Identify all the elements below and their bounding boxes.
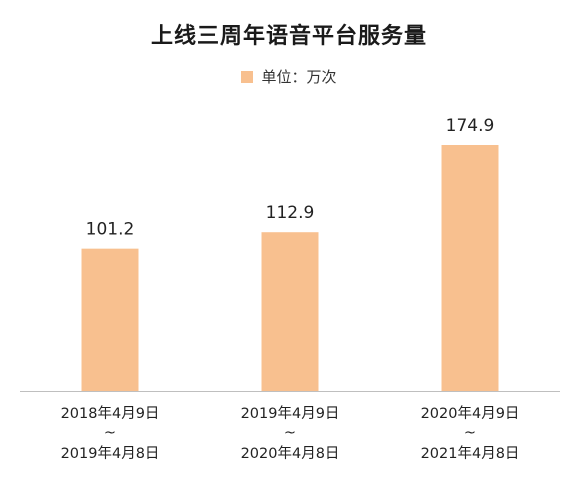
bar-2 — [261, 232, 319, 391]
data-label-2: 112.9 — [266, 203, 315, 223]
legend: 单位：万次 — [0, 66, 578, 87]
chart-title: 上线三周年语音平台服务量 — [150, 24, 427, 49]
x-tick-label-1-line-3: 2019年4月8日 — [61, 445, 160, 462]
x-tick-label-2-line-3: 2020年4月8日 — [241, 445, 340, 462]
bar-3 — [441, 145, 499, 391]
bar-1 — [81, 248, 139, 391]
legend-label: 单位：万次 — [261, 68, 337, 86]
x-tick-label-2-line-1: 2019年4月9日 — [241, 405, 340, 422]
x-tick-label-3-line-2: ~ — [464, 425, 476, 441]
x-tick-label-1-line-1: 2018年4月9日 — [61, 405, 160, 422]
x-tick-label-3-line-3: 2021年4月8日 — [421, 445, 520, 462]
x-tick-label-1-line-2: ~ — [104, 425, 116, 441]
legend-swatch — [241, 70, 254, 83]
x-tick-label-3-line-1: 2020年4月9日 — [421, 405, 520, 422]
x-tick-label-2-line-2: ~ — [284, 425, 296, 441]
data-label-1: 101.2 — [86, 220, 135, 240]
data-label-3: 174.9 — [446, 116, 495, 136]
